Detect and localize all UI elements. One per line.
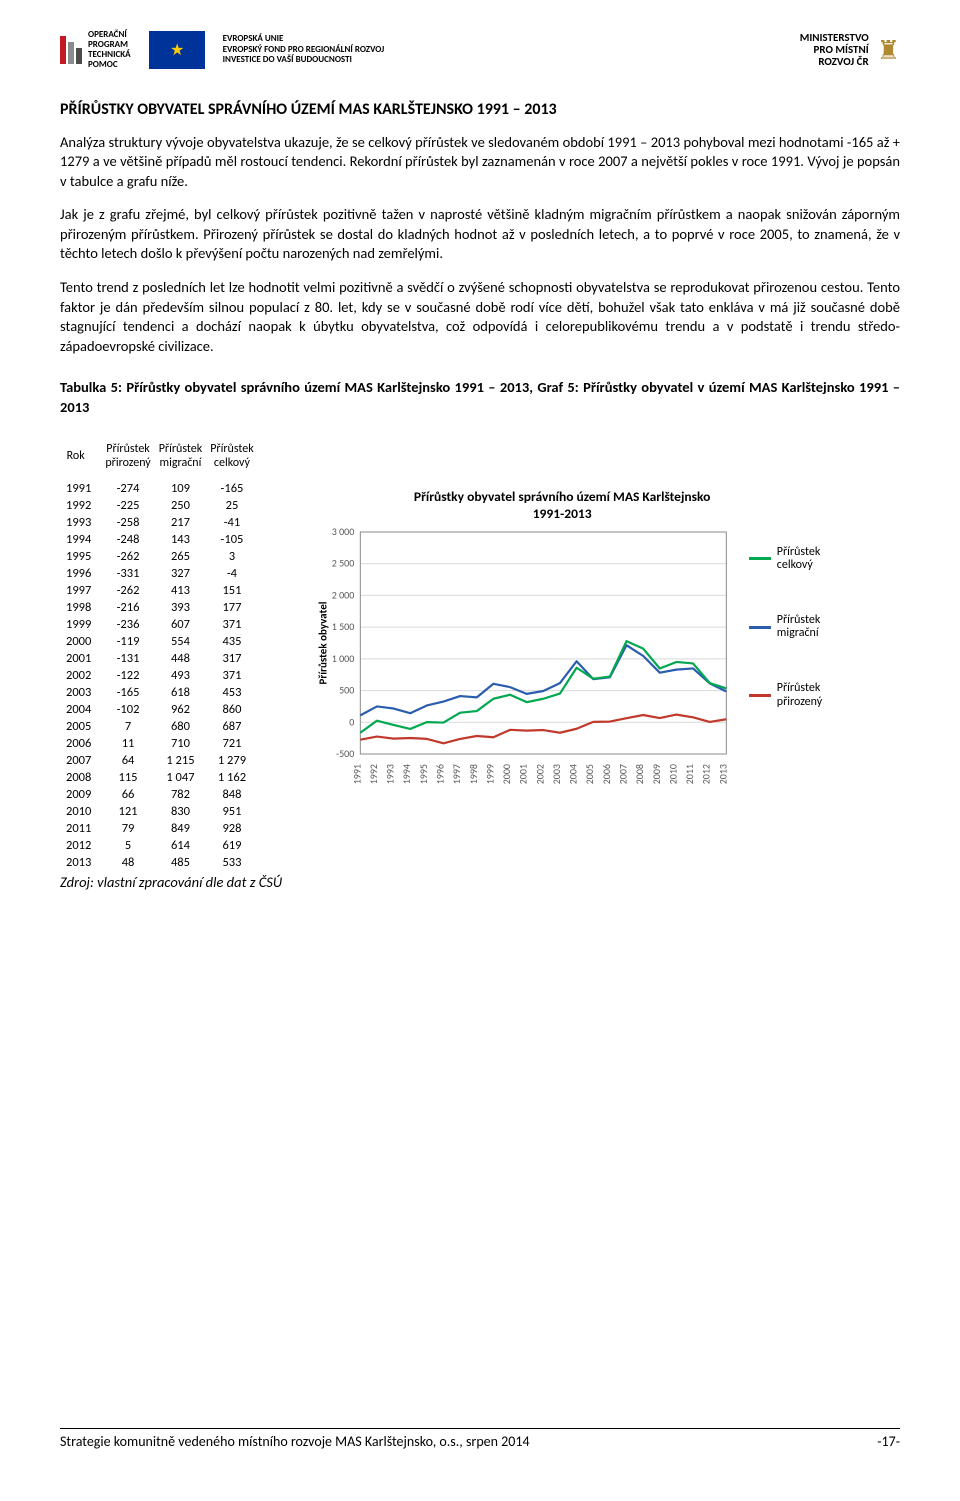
table-row: 201348485533 xyxy=(60,854,258,871)
table-row: 1999-236607371 xyxy=(60,616,258,633)
chart-panel: Přírůstky obyvatel správního území MAS K… xyxy=(302,435,900,805)
svg-text:1995: 1995 xyxy=(417,764,430,784)
table-row: 201179849928 xyxy=(60,820,258,837)
svg-text:-500: -500 xyxy=(336,747,354,760)
svg-text:0: 0 xyxy=(349,715,354,728)
th-prirozeny: Přírůstekpřirozený xyxy=(101,435,154,479)
table-row: 1992-22525025 xyxy=(60,497,258,514)
table-row: 2010121830951 xyxy=(60,803,258,820)
footer-left: Strategie komunitně vedeného místního ro… xyxy=(60,1433,530,1450)
table-row: 1993-258217-41 xyxy=(60,514,258,531)
eu-text: EVROPSKÁ UNIE EVROPSKÝ FOND PRO REGIONÁL… xyxy=(223,34,385,65)
svg-text:2001: 2001 xyxy=(517,764,530,784)
table-row: 1995-2622653 xyxy=(60,548,258,565)
table-caption: Tabulka 5: Přírůstky obyvatel správního … xyxy=(60,378,900,417)
data-table: Rok Přírůstekpřirozený Přírůstekmigrační… xyxy=(60,435,258,870)
svg-text:2002: 2002 xyxy=(533,764,546,784)
th-rok: Rok xyxy=(60,435,101,479)
table-row: 2004-102962860 xyxy=(60,701,258,718)
svg-text:2010: 2010 xyxy=(667,764,680,784)
line-chart: -500 0 500 1 000 1 500 2 000 2 500 3 000 1991 199… xyxy=(302,526,743,806)
section-title: PŘÍRŮSTKY OBYVATEL SPRÁVNÍHO ÚZEMÍ MAS K… xyxy=(60,100,900,119)
logo-opt: OPERAČNÍ PROGRAM TECHNICKÁ POMOC xyxy=(60,30,131,70)
svg-text:1998: 1998 xyxy=(467,764,480,784)
table-row: 200966782848 xyxy=(60,786,258,803)
table-row: 2003-165618453 xyxy=(60,684,258,701)
table-row: 20081151 0471 162 xyxy=(60,769,258,786)
table-row: 20057680687 xyxy=(60,718,258,735)
svg-text:1991: 1991 xyxy=(350,764,363,784)
table-row: 1994-248143-105 xyxy=(60,531,258,548)
table-row: 20125614619 xyxy=(60,837,258,854)
chart-legend: Přírůstekcelkový Přírůstekmigrační Přírů… xyxy=(749,526,822,806)
svg-text:2009: 2009 xyxy=(650,764,663,784)
svg-text:1 000: 1 000 xyxy=(332,652,355,665)
table-row: 2007641 2151 279 xyxy=(60,752,258,769)
mmr-lion-icon: ♜ xyxy=(877,34,900,66)
table-row: 1998-216393177 xyxy=(60,599,258,616)
table-row: 1991-274109-165 xyxy=(60,480,258,497)
svg-text:2003: 2003 xyxy=(550,764,563,784)
table-wrap: Rok Přírůstekpřirozený Přírůstekmigrační… xyxy=(60,435,282,890)
svg-text:1999: 1999 xyxy=(484,764,497,784)
svg-text:1996: 1996 xyxy=(434,764,447,784)
eu-flag-icon: ★ xyxy=(149,31,205,69)
svg-text:2005: 2005 xyxy=(583,764,596,784)
svg-text:2000: 2000 xyxy=(500,764,513,784)
svg-text:1 500: 1 500 xyxy=(332,620,355,633)
svg-text:2 000: 2 000 xyxy=(332,588,355,601)
svg-text:2007: 2007 xyxy=(617,764,630,784)
svg-text:1997: 1997 xyxy=(450,764,463,784)
svg-text:2004: 2004 xyxy=(567,764,580,784)
table-source: Zdroj: vlastní zpracování dle dat z ČSÚ xyxy=(60,873,282,891)
svg-text:Přírůstek obyvatel: Přírůstek obyvatel xyxy=(316,601,329,684)
chart-title: Přírůstky obyvatel správního území MAS K… xyxy=(302,489,822,521)
paragraph-1: Analýza struktury vývoje obyvatelstva uk… xyxy=(60,133,900,192)
page-footer: Strategie komunitně vedeného místního ro… xyxy=(60,1428,900,1450)
svg-text:1994: 1994 xyxy=(400,764,413,784)
header-logos: OPERAČNÍ PROGRAM TECHNICKÁ POMOC ★ EVROP… xyxy=(60,30,900,82)
legend-prirozeny: Přírůstekpřirozený xyxy=(749,682,822,708)
paragraph-2: Jak je z grafu zřejmé, byl celkový přírů… xyxy=(60,205,900,264)
svg-text:3 000: 3 000 xyxy=(332,526,355,538)
svg-text:1993: 1993 xyxy=(384,764,397,784)
svg-text:1992: 1992 xyxy=(367,764,380,784)
opt-bars-icon xyxy=(60,36,82,64)
paragraph-3: Tento trend z posledních let lze hodnoti… xyxy=(60,278,900,356)
th-celkovy: Přírůstekcelkový xyxy=(206,435,258,479)
svg-text:2013: 2013 xyxy=(716,764,729,784)
table-row: 1996-331327-4 xyxy=(60,565,258,582)
logo-mmr: MINISTERSTVO PRO MÍSTNÍ ROZVOJ ČR ♜ xyxy=(800,32,900,68)
svg-text:2011: 2011 xyxy=(683,764,696,784)
table-row: 2001-131448317 xyxy=(60,650,258,667)
svg-text:2006: 2006 xyxy=(600,764,613,784)
table-row: 2000-119554435 xyxy=(60,633,258,650)
legend-celkovy: Přírůstekcelkový xyxy=(749,546,822,572)
table-row: 1997-262413151 xyxy=(60,582,258,599)
svg-text:2 500: 2 500 xyxy=(332,556,355,569)
svg-text:2012: 2012 xyxy=(700,764,713,784)
table-row: 200611710721 xyxy=(60,735,258,752)
th-migracni: Přírůstekmigrační xyxy=(155,435,207,479)
svg-text:500: 500 xyxy=(339,683,354,696)
opt-text: OPERAČNÍ PROGRAM TECHNICKÁ POMOC xyxy=(88,30,131,70)
footer-right: -17- xyxy=(877,1433,900,1450)
legend-migracni: Přírůstekmigrační xyxy=(749,614,822,640)
table-row: 2002-122493371 xyxy=(60,667,258,684)
svg-text:2008: 2008 xyxy=(633,764,646,784)
